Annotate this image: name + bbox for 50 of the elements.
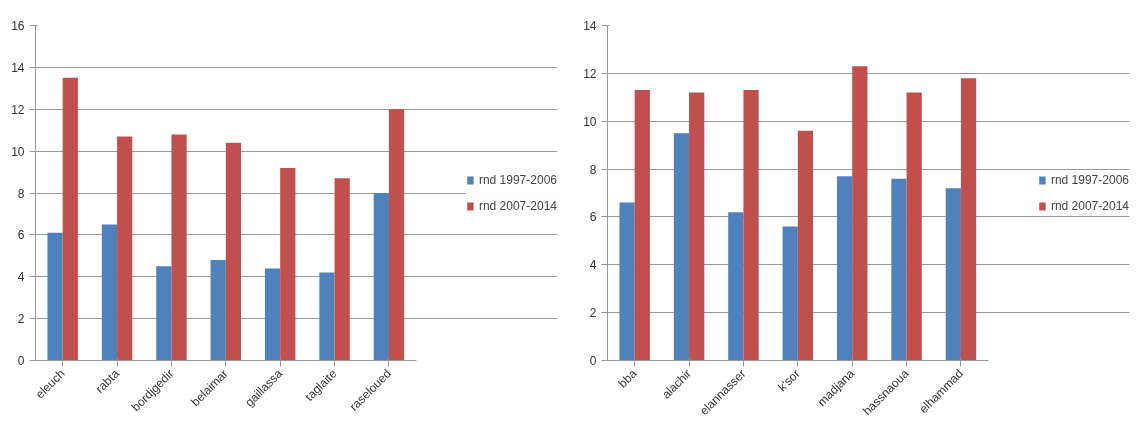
bar	[619, 202, 635, 361]
y-tick-label: 14	[583, 19, 597, 33]
bar	[334, 178, 350, 361]
legend-label: rnd 2007-2014	[478, 198, 557, 213]
y-tick-label: 8	[589, 162, 597, 177]
bar	[171, 134, 187, 361]
bar	[210, 260, 226, 361]
y-tick-label: 4	[17, 270, 25, 285]
bar	[906, 92, 922, 361]
y-tick-label: 4	[589, 258, 597, 273]
y-tick-label: 6	[17, 228, 25, 243]
bar	[782, 226, 798, 361]
bar	[117, 136, 133, 361]
bar	[960, 78, 977, 361]
bar	[743, 90, 759, 361]
bar	[280, 167, 296, 361]
bar	[689, 92, 705, 361]
x-tick-label: bba	[615, 366, 640, 391]
y-tick-label: 10	[11, 144, 25, 159]
y-tick-label: 2	[589, 306, 597, 321]
bar	[101, 224, 118, 361]
bar	[728, 212, 744, 361]
y-tick-label: 12	[11, 102, 25, 117]
bar	[891, 178, 907, 361]
y-tick-label: 0	[17, 354, 25, 368]
legend-label: rnd 1997-2006	[478, 172, 557, 187]
legend-label: rnd 2007-2014	[1050, 198, 1129, 213]
y-tick-label: 16	[11, 19, 25, 33]
y-tick-label: 0	[589, 354, 597, 368]
bar	[836, 176, 853, 361]
bar	[945, 188, 961, 361]
bar	[47, 232, 63, 361]
y-tick-label: 6	[589, 210, 597, 225]
bar	[373, 193, 389, 361]
bar	[852, 66, 868, 361]
bar	[319, 272, 335, 361]
bar	[673, 133, 690, 361]
y-tick-label: 12	[583, 66, 597, 81]
bar	[225, 142, 242, 361]
bar	[634, 90, 650, 361]
y-tick-label: 10	[583, 114, 597, 129]
y-tick-label: 2	[17, 312, 25, 327]
bar	[797, 130, 814, 361]
bar	[62, 77, 78, 361]
legend-label: rnd 1997-2006	[1050, 172, 1129, 187]
y-tick-label: 8	[17, 186, 25, 201]
bar	[264, 268, 281, 361]
y-tick-label: 14	[11, 60, 25, 75]
bar	[388, 109, 405, 361]
bar	[156, 266, 172, 361]
